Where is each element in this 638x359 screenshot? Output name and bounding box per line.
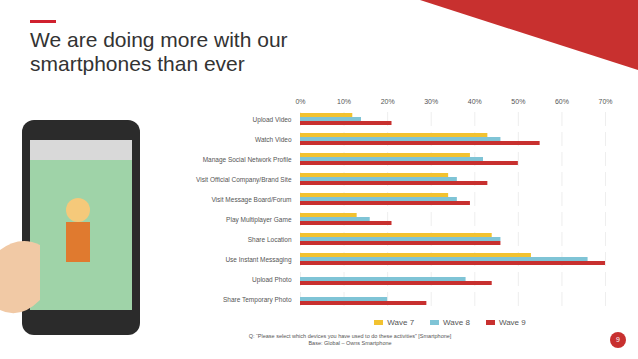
html-text:Base: Global – Owns Smartphone: Base: Global – Owns Smartphone bbox=[308, 340, 392, 346]
svg-text:0%: 0% bbox=[295, 98, 305, 105]
svg-text:Share Location: Share Location bbox=[248, 236, 292, 243]
html-text:Wave 7: Wave 7 bbox=[387, 318, 415, 327]
svg-text:50%: 50% bbox=[511, 98, 525, 105]
svg-text:Manage Social Network Profile: Manage Social Network Profile bbox=[203, 156, 292, 164]
html-text:Wave 8: Wave 8 bbox=[443, 318, 470, 327]
svg-text:Visit Message Board/Forum: Visit Message Board/Forum bbox=[211, 196, 291, 204]
svg-text:Share Temporary Photo: Share Temporary Photo bbox=[223, 296, 292, 304]
svg-text:Watch Video: Watch Video bbox=[255, 136, 292, 143]
svg-text:Upload Video: Upload Video bbox=[253, 116, 292, 124]
svg-text:10%: 10% bbox=[337, 98, 351, 105]
svg-text:Upload Photo: Upload Photo bbox=[252, 276, 292, 284]
html-text:Wave 9: Wave 9 bbox=[498, 318, 526, 327]
html-text:9: 9 bbox=[616, 336, 620, 343]
html-text:We are doing more with our sma: We are doing more with our smartphones t… bbox=[30, 28, 288, 75]
html-text:Q: “Please select which device: Q: “Please select which devices you have… bbox=[248, 333, 452, 339]
svg-text:60%: 60% bbox=[555, 98, 569, 105]
svg-text:Play Multiplayer Game: Play Multiplayer Game bbox=[226, 216, 292, 224]
svg-text:Use Instant Messaging: Use Instant Messaging bbox=[225, 256, 292, 264]
svg-text:Visit Official Company/Brand S: Visit Official Company/Brand Site bbox=[196, 176, 292, 184]
svg-text:70%: 70% bbox=[598, 98, 612, 105]
svg-text:30%: 30% bbox=[424, 98, 438, 105]
svg-text:40%: 40% bbox=[468, 98, 482, 105]
svg-text:20%: 20% bbox=[381, 98, 395, 105]
